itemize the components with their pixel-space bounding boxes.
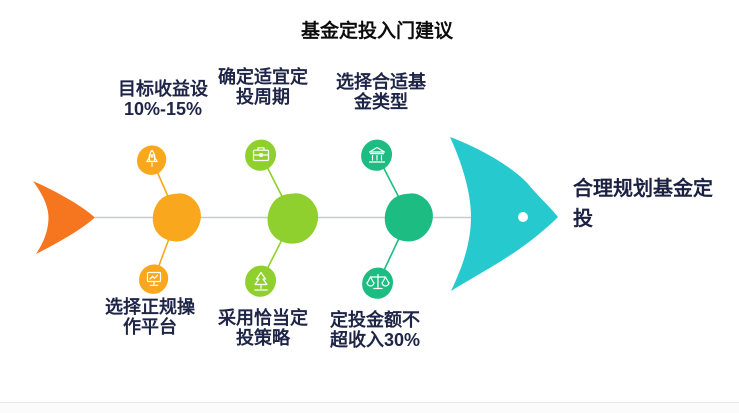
bank-icon [368, 146, 386, 163]
mini-node-cycle-bottom [245, 265, 277, 297]
label-goal-bottom: 选择正规操 作平台 [105, 297, 195, 337]
fish-tail [33, 181, 95, 254]
node-type [384, 193, 433, 242]
conclusion-label: 合理规划基金定投 [573, 178, 713, 230]
scales-icon [366, 273, 390, 290]
fish-head [450, 137, 558, 291]
tree-icon [254, 271, 268, 291]
footer-divider [0, 402, 739, 413]
computer-icon [146, 271, 162, 286]
diagram-title: 基金定投入门建议 [300, 21, 454, 42]
label-cycle-bottom: 采用恰当定 投策略 [218, 308, 308, 348]
node-cycle [267, 193, 319, 244]
label-type-bottom: 定投金额不 超收入30% [330, 310, 421, 350]
briefcase-icon [252, 147, 270, 162]
mini-node-goal-top [137, 145, 167, 175]
mini-node-goal-bottom [139, 264, 169, 294]
node-goal [152, 193, 201, 242]
label-goal-top: 目标收益设 10%-15% [118, 79, 208, 119]
label-cycle-top: 确定适宜定 投周期 [218, 67, 308, 107]
label-type-top: 选择合适基 金类型 [336, 72, 426, 112]
fish-eye [518, 212, 528, 222]
rocket-icon [146, 149, 158, 167]
